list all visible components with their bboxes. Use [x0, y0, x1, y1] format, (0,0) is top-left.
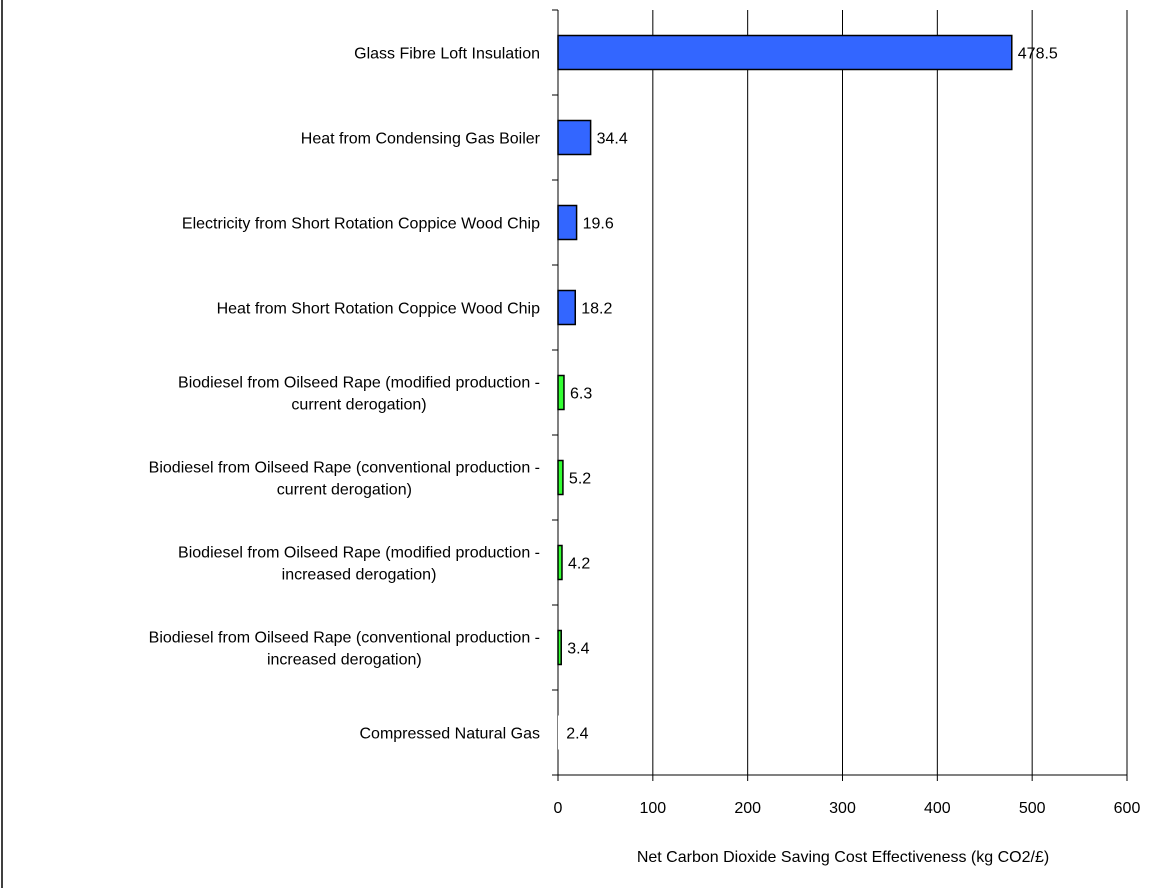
- data-label: 4.2: [568, 556, 590, 573]
- x-tick-label: 200: [734, 800, 761, 817]
- labels: 0 100 200 300 400 500 600 478.5 Glass Fibre Loft…: [149, 46, 1141, 818]
- category-label: increased derogation): [267, 652, 422, 669]
- category-label: current derogation): [291, 397, 426, 414]
- category-label: Heat from Short Rotation Coppice Wood Ch…: [217, 301, 541, 318]
- data-label: 478.5: [1018, 46, 1058, 63]
- gridlines: [652, 10, 1128, 775]
- bar: [558, 715, 561, 750]
- category-label: Compressed Natural Gas: [359, 726, 540, 743]
- bar: [557, 119, 592, 156]
- bar: [557, 34, 1013, 71]
- bar: [557, 544, 563, 581]
- data-label: 3.4: [567, 641, 589, 658]
- axes: [552, 9, 1128, 781]
- data-label: 5.2: [569, 471, 591, 488]
- data-label: 6.3: [570, 386, 592, 403]
- x-tick-label: 300: [829, 800, 856, 817]
- data-label: 19.6: [583, 216, 614, 233]
- bar: [557, 204, 578, 241]
- data-label: 18.2: [581, 301, 612, 318]
- bar: [557, 629, 562, 666]
- x-tick-label: 100: [639, 800, 666, 817]
- x-axis-title: Net Carbon Dioxide Saving Cost Effective…: [637, 849, 1049, 866]
- category-label: current derogation): [277, 482, 412, 499]
- x-tick-label: 400: [924, 800, 951, 817]
- data-label: 34.4: [597, 131, 628, 148]
- x-tick-label: 0: [554, 800, 563, 817]
- category-label: Biodiesel from Oilseed Rape (modified pr…: [178, 545, 540, 562]
- category-label: Glass Fibre Loft Insulation: [354, 46, 540, 63]
- x-tick-label: 600: [1114, 800, 1141, 817]
- bars: [557, 34, 1013, 750]
- bar: [557, 374, 565, 411]
- category-label: Heat from Condensing Gas Boiler: [301, 131, 541, 148]
- category-label: increased derogation): [282, 567, 437, 584]
- category-label: Biodiesel from Oilseed Rape (conventiona…: [149, 460, 540, 477]
- data-label: 2.4: [566, 726, 588, 743]
- bar: [557, 289, 577, 326]
- category-label: Biodiesel from Oilseed Rape (modified pr…: [178, 375, 540, 392]
- category-label: Biodiesel from Oilseed Rape (conventiona…: [149, 630, 540, 647]
- category-label: Electricity from Short Rotation Coppice …: [182, 216, 540, 233]
- x-tick-label: 500: [1019, 800, 1046, 817]
- bar: [557, 459, 564, 496]
